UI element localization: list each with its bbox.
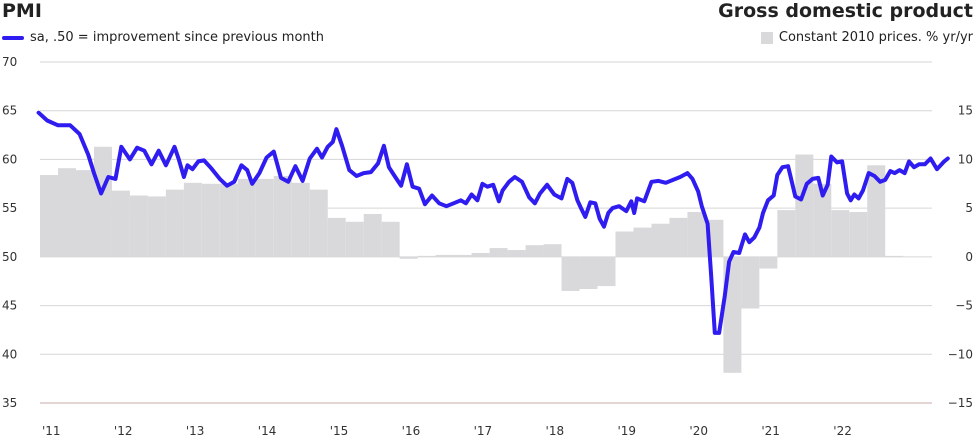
right-axis-tick-label: 0 (965, 250, 973, 264)
gdp-bar (291, 182, 310, 257)
left-axis-tick-label: 70 (2, 55, 17, 69)
gdp-bar (633, 227, 652, 257)
gdp-legend-swatch (760, 31, 773, 44)
gdp-bar (615, 231, 634, 257)
x-axis-tick-label: '13 (186, 424, 205, 438)
gdp-legend: Constant 2010 prices. % yr/yr (760, 30, 973, 45)
gdp-bar (273, 175, 292, 257)
gdp-bar (687, 212, 706, 257)
x-axis-tick-label: '17 (474, 424, 493, 438)
left-axis-tick-label: 60 (2, 152, 17, 166)
left-chart-title: PMI (2, 0, 42, 22)
gdp-bar (255, 178, 274, 257)
gdp-bar (75, 170, 94, 257)
gdp-bar (417, 255, 436, 257)
gdp-bar (741, 256, 760, 309)
x-axis-tick-label: '16 (402, 424, 421, 438)
gdp-bar (651, 223, 670, 257)
gdp-bar (471, 252, 490, 257)
gdp-bar (849, 212, 868, 257)
gdp-bar (795, 154, 814, 257)
right-axis-tick-label: −15 (948, 396, 973, 410)
gdp-bar (363, 213, 382, 257)
gdp-bar (129, 195, 148, 257)
left-axis-tick-label: 35 (2, 396, 17, 410)
x-axis-tick-label: '15 (330, 424, 349, 438)
x-axis-tick-label: '20 (689, 424, 708, 438)
gdp-bar (309, 189, 328, 257)
gdp-bar (237, 178, 256, 257)
gdp-bar (93, 146, 112, 257)
gdp-bar (183, 182, 202, 257)
x-axis-tick-label: '18 (546, 424, 565, 438)
gdp-legend-label: Constant 2010 prices. % yr/yr (778, 30, 973, 45)
gdp-bar (219, 183, 238, 257)
left-axis-tick-label: 50 (2, 250, 17, 264)
pmi-legend-swatch (2, 35, 24, 40)
right-chart-title: Gross domestic product (718, 0, 973, 22)
gdp-bar (885, 255, 904, 257)
x-axis-tick-label: '19 (617, 424, 636, 438)
gdp-bar (453, 254, 472, 257)
right-axis-tick-label: 5 (965, 201, 973, 215)
gdp-bar (147, 196, 166, 257)
gdp-bar (777, 210, 796, 257)
x-axis-tick-label: '12 (114, 424, 133, 438)
gdp-bar (381, 221, 400, 257)
right-axis-tick-label: −5 (955, 299, 973, 313)
gdp-bar (165, 189, 184, 257)
gdp-bar (759, 256, 778, 269)
pmi-legend: sa, .50 = improvement since previous mon… (2, 30, 324, 45)
gdp-bar (399, 256, 418, 259)
gdp-bar (579, 256, 598, 290)
left-axis-tick-label: 65 (2, 104, 17, 118)
gdp-bar (201, 183, 220, 257)
x-axis-tick-label: '21 (761, 424, 780, 438)
gdp-bar (489, 248, 508, 257)
gdp-bar (57, 168, 76, 257)
gdp-bar (345, 221, 364, 257)
pmi-line (36, 110, 950, 335)
gdp-bar (327, 217, 346, 257)
left-axis-tick-label: 55 (2, 201, 17, 215)
right-axis-tick-label: −10 (948, 347, 973, 361)
gdp-bar (111, 190, 130, 257)
gdp-bar (867, 165, 886, 257)
x-axis-tick-label: '14 (258, 424, 277, 438)
left-axis-tick-label: 40 (2, 347, 17, 361)
gdp-bar (525, 245, 544, 257)
gdp-bar (40, 175, 58, 257)
gdp-bar (435, 254, 454, 257)
x-axis-tick-label: '11 (42, 424, 61, 438)
left-axis-tick-label: 45 (2, 299, 17, 313)
gdp-bar (561, 256, 580, 291)
gdp-bar (813, 183, 832, 257)
pmi-legend-label: sa, .50 = improvement since previous mon… (30, 30, 325, 45)
gdp-bar (507, 250, 526, 257)
gdp-bar (597, 256, 616, 287)
x-axis-tick-label: '22 (833, 424, 852, 438)
gdp-bar (831, 210, 850, 257)
right-axis-tick-label: 15 (958, 104, 973, 118)
right-axis-tick-label: 10 (958, 152, 973, 166)
gdp-bar (669, 217, 688, 257)
gdp-bar (543, 244, 562, 257)
